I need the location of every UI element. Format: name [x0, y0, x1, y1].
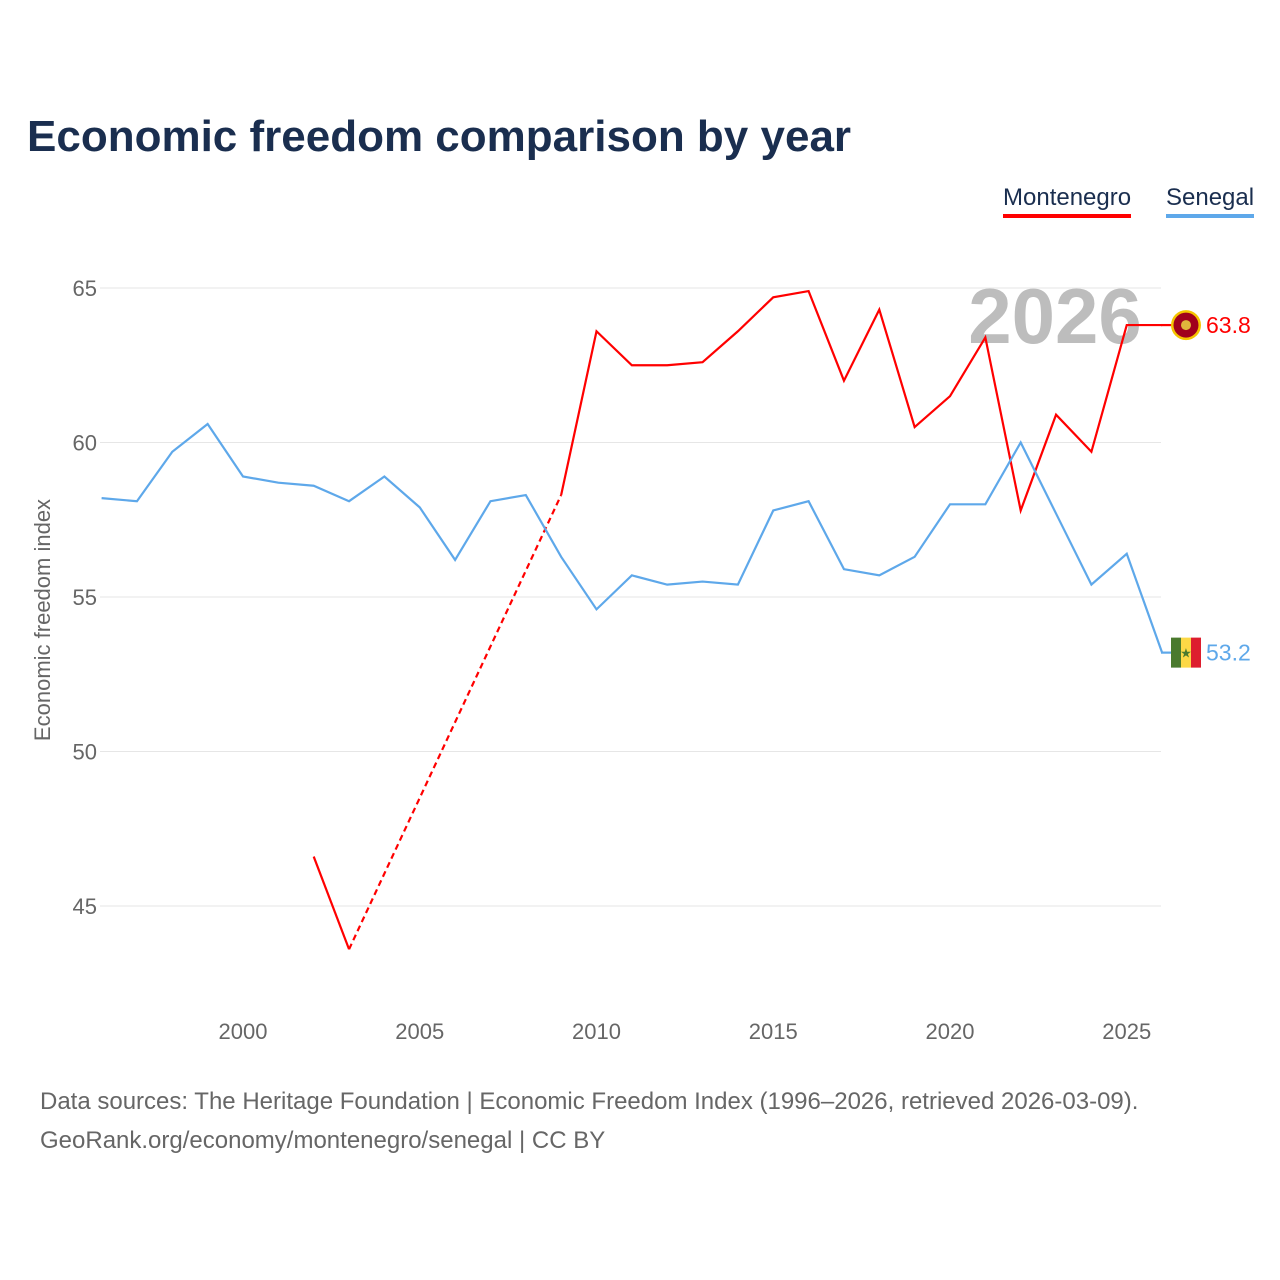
senegal-flag — [1171, 637, 1181, 668]
gap-dashed-line — [348, 494, 563, 950]
series-line-senegal — [101, 422, 1164, 653]
end-value-label: 53.2 — [1206, 640, 1251, 666]
series-line-montenegro — [312, 856, 351, 950]
y-tick-label: 45 — [73, 894, 97, 919]
senegal-flag-red — [1191, 637, 1201, 668]
source-url[interactable]: GeoRank.org/economy/montenegro/senegal |… — [40, 1127, 606, 1154]
chart-title: Economic freedom comparison by year — [27, 112, 852, 161]
end-value-label: 63.8 — [1206, 312, 1251, 338]
legend-montenegro[interactable]: Montenegro — [1003, 184, 1132, 218]
x-tick-label: 2005 — [395, 1019, 444, 1044]
y-axis-label: Economic freedom index — [30, 499, 55, 741]
year-watermark: 2026 — [968, 272, 1142, 360]
series-line-montenegro — [560, 289, 1163, 515]
y-tick-label: 55 — [73, 585, 97, 610]
x-tick-label: 2025 — [1102, 1019, 1151, 1044]
source-text: Data sources: The Heritage Foundation | … — [40, 1088, 1139, 1115]
y-tick-label: 50 — [73, 740, 97, 765]
legend-senegal[interactable]: Senegal — [1166, 184, 1255, 218]
x-tick-label: 2000 — [219, 1019, 268, 1044]
montenegro-flag-emblem — [1181, 320, 1191, 331]
senegal-flag-star: ★ — [1180, 646, 1192, 661]
x-tick-label: 2015 — [749, 1019, 798, 1044]
y-tick-label: 60 — [73, 431, 97, 456]
y-tick-label: 65 — [73, 276, 97, 301]
x-tick-label: 2010 — [572, 1019, 621, 1044]
x-tick-label: 2020 — [926, 1019, 975, 1044]
senegal-flag-yellow — [1181, 637, 1191, 668]
